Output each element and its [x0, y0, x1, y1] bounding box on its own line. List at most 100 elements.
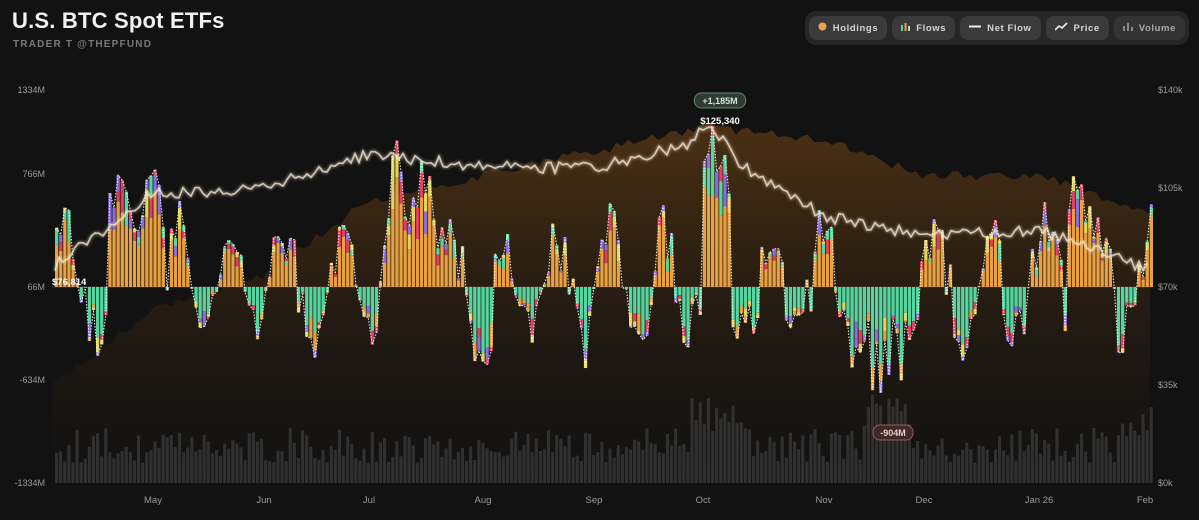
x-tick-label: Feb — [1137, 495, 1153, 506]
flow-bar — [821, 241, 825, 244]
flow-bar — [141, 217, 145, 229]
volume-bar — [247, 433, 251, 483]
holdings-toggle-button[interactable]: Holdings — [808, 16, 888, 40]
flow-bar — [850, 364, 854, 368]
volume-bar — [723, 413, 727, 483]
flow-bar — [374, 287, 379, 314]
volume-bar — [206, 441, 210, 483]
volume-toggle-button[interactable]: Volume — [1113, 16, 1185, 40]
net-flow-toggle-button[interactable]: Net Flow — [960, 16, 1041, 40]
flow-bar — [399, 182, 403, 204]
flow-bar — [292, 242, 297, 257]
flow-bar — [186, 265, 190, 287]
flow-bar — [920, 261, 924, 266]
volume-bar — [235, 443, 239, 483]
flow-bar — [395, 140, 399, 155]
flow-bar — [153, 192, 157, 287]
volume-bar — [374, 461, 378, 483]
flow-bar — [59, 234, 63, 243]
volume-bar — [875, 403, 879, 483]
volume-bar — [370, 432, 374, 483]
flow-bar — [1067, 225, 1071, 287]
flow-bar — [383, 247, 387, 263]
y-left-tick-label: 66M — [27, 282, 45, 292]
flow-bar — [169, 239, 174, 287]
x-tick-label: Aug — [475, 495, 492, 506]
volume-bar — [497, 452, 501, 483]
flow-bar — [821, 243, 825, 255]
flow-bar — [858, 330, 862, 344]
flow-bar — [1014, 306, 1018, 313]
volume-bar — [506, 455, 510, 483]
flow-bar — [440, 238, 444, 247]
volume-bar — [829, 433, 833, 483]
flow-bar — [309, 317, 313, 331]
volume-bar — [1145, 430, 1149, 483]
flow-bar — [887, 364, 891, 374]
volume-bar — [309, 446, 313, 483]
flow-bar — [1022, 326, 1026, 332]
flow-bar — [395, 177, 399, 287]
volume-bar — [1075, 444, 1079, 483]
flow-bar — [1047, 251, 1051, 287]
flow-bar — [456, 278, 461, 281]
flow-bar — [694, 293, 698, 295]
volume-bar — [862, 425, 866, 483]
min-flow-badge-pill — [872, 424, 914, 441]
flows-toggle-button[interactable]: Flows — [892, 16, 956, 40]
flow-bar — [1092, 238, 1096, 243]
flow-bar — [1059, 259, 1063, 266]
flow-bar — [161, 248, 165, 287]
flow-bar — [1034, 269, 1039, 276]
flow-bar — [928, 262, 932, 287]
volume-bar — [325, 462, 329, 483]
volume-bar — [239, 447, 243, 483]
flow-bar — [891, 317, 895, 320]
flow-bar — [985, 253, 989, 287]
flow-bar — [1010, 287, 1014, 334]
volume-bar — [711, 430, 715, 483]
flow-bar — [731, 287, 735, 320]
volume-bar — [932, 455, 936, 483]
flow-bar — [588, 287, 592, 305]
flow-bar — [473, 287, 477, 342]
flow-bar — [694, 287, 698, 293]
flow-bar — [235, 257, 239, 267]
flow-bar — [198, 318, 202, 323]
volume-bar — [887, 398, 891, 483]
flow-bar — [1047, 246, 1051, 252]
volume-bar — [1129, 422, 1133, 483]
volume-bar — [571, 457, 575, 483]
flow-bar — [534, 299, 538, 306]
volume-bar — [891, 406, 895, 483]
flow-bar — [219, 279, 223, 287]
flow-bar — [633, 321, 637, 327]
volume-bar — [182, 452, 186, 483]
flow-bar — [239, 267, 243, 287]
flow-bar — [928, 258, 932, 262]
volume-bar — [850, 430, 854, 483]
volume-bar — [1096, 438, 1100, 483]
flow-bar — [1075, 199, 1080, 227]
flow-bar — [514, 287, 518, 294]
volume-bar — [817, 443, 821, 483]
volume-bar — [907, 424, 911, 483]
flow-bar — [456, 280, 461, 287]
flow-bar — [690, 287, 694, 298]
flow-bar — [313, 287, 317, 333]
price-toggle-button[interactable]: Price — [1045, 16, 1109, 40]
volume-bar — [460, 447, 464, 483]
volume-bar — [620, 454, 624, 483]
flow-bar — [366, 313, 370, 318]
flow-bar — [1059, 265, 1063, 271]
flow-bar — [850, 287, 854, 357]
flow-bar — [760, 251, 764, 287]
y-left-tick-label: 766M — [22, 169, 45, 179]
flow-bar — [936, 232, 940, 250]
flow-bar — [296, 287, 301, 302]
flow-bar — [169, 233, 174, 240]
flow-bar — [132, 232, 137, 241]
flow-bar — [920, 269, 924, 287]
flow-bar — [194, 304, 198, 308]
